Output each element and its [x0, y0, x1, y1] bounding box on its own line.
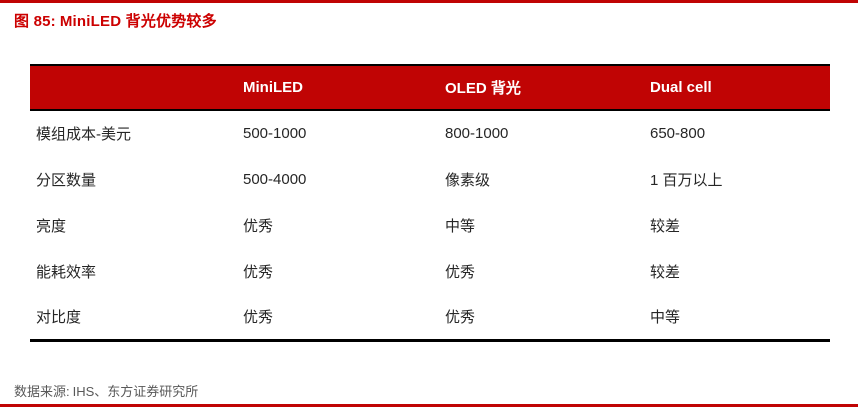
row-label: 对比度	[30, 294, 243, 342]
cell-value: 优秀	[445, 294, 650, 342]
top-divider	[0, 0, 858, 3]
cell-value: 优秀	[243, 294, 445, 342]
cell-value: 800-1000	[445, 125, 509, 142]
table-row: 能耗效率 优秀 优秀 较差	[30, 248, 830, 294]
table-header-row: MiniLED OLED 背光 Dual cell	[30, 64, 830, 111]
column-header-dualcell: Dual cell	[650, 64, 830, 111]
comparison-table: MiniLED OLED 背光 Dual cell 模组成本-美元 500-10…	[30, 64, 830, 342]
table-row: 模组成本-美元 500-1000 800-1000 650-800	[30, 110, 830, 156]
cell-value: 500-1000	[243, 125, 307, 142]
table-row: 对比度 优秀 优秀 中等	[30, 294, 830, 342]
data-source: 数据来源: IHS、东方证券研究所	[14, 381, 198, 400]
data-source-label: 数据来源:	[14, 384, 70, 399]
cell-value: 500-4000	[243, 170, 307, 188]
figure-title: 图 85: MiniLED 背光优势较多	[14, 10, 217, 31]
cell-value: 较差	[650, 217, 681, 235]
table-row: 分区数量 500-4000 像素级 1 百万以上	[30, 156, 830, 202]
column-header-oled: OLED 背光	[445, 64, 650, 111]
row-label: 能耗效率	[36, 263, 97, 281]
bottom-divider	[0, 404, 858, 407]
cell-value: 像素级	[445, 171, 491, 189]
column-header-empty	[30, 64, 243, 111]
row-label: 亮度	[36, 217, 67, 235]
cell-value: 中等	[445, 217, 476, 235]
cell-value: 优秀	[243, 263, 274, 281]
cell-value: 优秀	[243, 217, 274, 235]
cell-value: 优秀	[445, 263, 476, 281]
cell-value: 较差	[650, 263, 681, 281]
figure-title-text: MiniLED 背光优势较多	[59, 13, 217, 30]
cell-value: 中等	[650, 294, 830, 342]
table-row: 亮度 优秀 中等 较差	[30, 202, 830, 248]
row-label: 模组成本-美元	[36, 126, 131, 143]
cell-value: 1 百万以上	[650, 171, 723, 189]
column-header-miniled: MiniLED	[243, 64, 445, 111]
figure-number-label: 图 85:	[14, 13, 56, 30]
row-label: 分区数量	[36, 171, 97, 189]
cell-value: 650-800	[650, 125, 706, 142]
data-source-text: IHS、东方证券研究所	[72, 384, 199, 399]
